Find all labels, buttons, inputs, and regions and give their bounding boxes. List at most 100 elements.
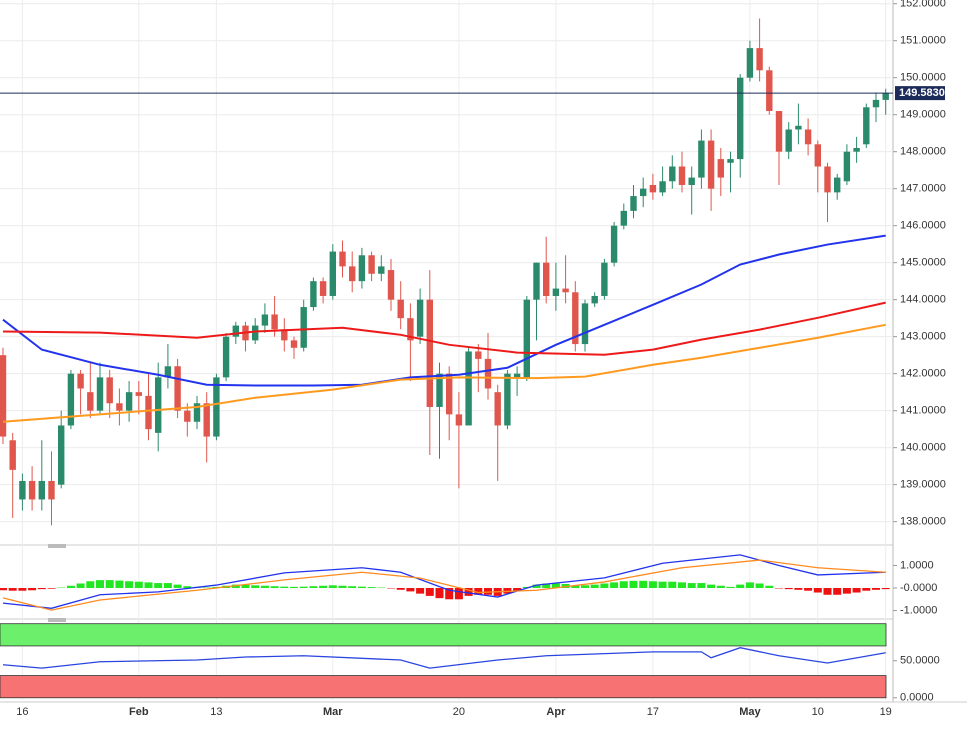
candle-body	[552, 288, 560, 296]
candle-body	[795, 125, 802, 130]
candle-body	[834, 177, 841, 193]
histogram-bar	[367, 587, 376, 589]
candle-body	[640, 188, 647, 197]
candle-body	[630, 196, 637, 211]
candle-body	[0, 355, 7, 437]
candle-body	[387, 270, 395, 300]
candle-body	[28, 480, 36, 500]
histogram-bar	[338, 585, 347, 589]
resize-handle[interactable]	[48, 618, 66, 622]
y-tick-label: 148.0000	[900, 146, 946, 158]
candle-body	[562, 288, 569, 293]
y-tick-label: 141.0000	[900, 405, 946, 417]
candle-body	[87, 392, 94, 411]
y-tick-label: 150.0000	[900, 72, 946, 84]
candle-body	[581, 303, 589, 345]
candle-body	[300, 307, 307, 348]
candle-body	[669, 166, 676, 182]
histogram-bar	[648, 581, 657, 589]
histogram-bar	[551, 583, 560, 589]
histogram-bar	[454, 588, 463, 600]
histogram-bar	[328, 585, 337, 589]
candle-body	[310, 281, 317, 308]
candle-body	[484, 358, 492, 389]
histogram-bar	[833, 588, 842, 595]
histogram-bar	[862, 588, 871, 591]
candle-body	[746, 48, 754, 78]
histogram-bar	[881, 588, 890, 590]
candle-body	[446, 373, 453, 415]
histogram-bar	[37, 588, 46, 590]
indicator-line	[2, 323, 886, 423]
histogram-bar	[173, 584, 182, 589]
histogram-bar	[357, 586, 366, 589]
candle-body	[174, 366, 181, 411]
y-tick-label: 0.0000	[900, 692, 934, 704]
y-tick-label: 143.0000	[900, 331, 946, 343]
histogram-bar	[745, 582, 754, 589]
x-tick-label: Mar	[323, 706, 343, 718]
candle-body	[9, 440, 16, 470]
histogram-bar	[668, 581, 677, 589]
candle-body	[649, 184, 657, 193]
histogram-bar	[697, 583, 706, 589]
histogram-bar	[658, 581, 667, 589]
y-tick-label: 149.0000	[900, 109, 946, 121]
y-tick-label: -1.0000	[900, 604, 937, 616]
candle-body	[737, 77, 744, 160]
y-tick-label: -0.0000	[900, 582, 937, 594]
histogram-bar	[425, 588, 434, 596]
indicator-line	[2, 234, 886, 387]
candle-body	[494, 392, 501, 426]
candle-body	[271, 314, 278, 330]
candle-body	[193, 403, 201, 422]
histogram-bar	[852, 588, 861, 593]
histogram-bar	[348, 586, 357, 589]
candle-body	[620, 210, 627, 226]
price-label: 149.5830	[899, 87, 945, 99]
candle-body	[853, 147, 860, 152]
candle-body	[407, 318, 414, 341]
y-tick-label: 146.0000	[900, 220, 946, 232]
histogram-bar	[309, 586, 318, 589]
candle-body	[872, 99, 880, 108]
candle-body	[717, 159, 724, 178]
candle-body	[116, 403, 123, 411]
y-tick-label: 152.0000	[900, 0, 946, 10]
y-tick-label: 145.0000	[900, 257, 946, 269]
candle-body	[378, 266, 385, 274]
histogram-bar	[406, 588, 415, 592]
histogram-bar	[629, 580, 638, 589]
histogram-bar	[619, 581, 628, 589]
candle-body	[775, 110, 783, 152]
histogram-bar	[105, 580, 114, 589]
histogram-bar	[125, 581, 134, 589]
candle-body	[523, 299, 530, 378]
histogram-bar	[66, 585, 75, 589]
y-tick-label: 139.0000	[900, 479, 946, 491]
histogram-bar	[726, 586, 735, 589]
candle-body	[610, 225, 618, 263]
histogram-bar	[86, 581, 95, 589]
candle-body	[727, 159, 734, 163]
candle-body	[106, 377, 113, 404]
candle-body	[513, 373, 521, 378]
histogram-bar	[163, 583, 172, 589]
candle-body	[804, 129, 812, 145]
histogram-bar	[144, 582, 153, 589]
histogram-bar	[0, 588, 7, 591]
candle-body	[659, 181, 666, 193]
candle-body	[698, 140, 705, 178]
y-tick-label: 142.0000	[900, 368, 946, 380]
histogram-bar	[416, 588, 425, 594]
x-tick-label: May	[739, 706, 761, 718]
candle-body	[882, 93, 889, 100]
candle-body	[67, 373, 75, 426]
candle-body	[203, 403, 210, 437]
resize-handle[interactable]	[48, 544, 66, 548]
histogram-bar	[804, 588, 813, 591]
histogram-bar	[396, 588, 405, 590]
histogram-bar	[280, 586, 289, 589]
candle-body	[863, 107, 870, 145]
